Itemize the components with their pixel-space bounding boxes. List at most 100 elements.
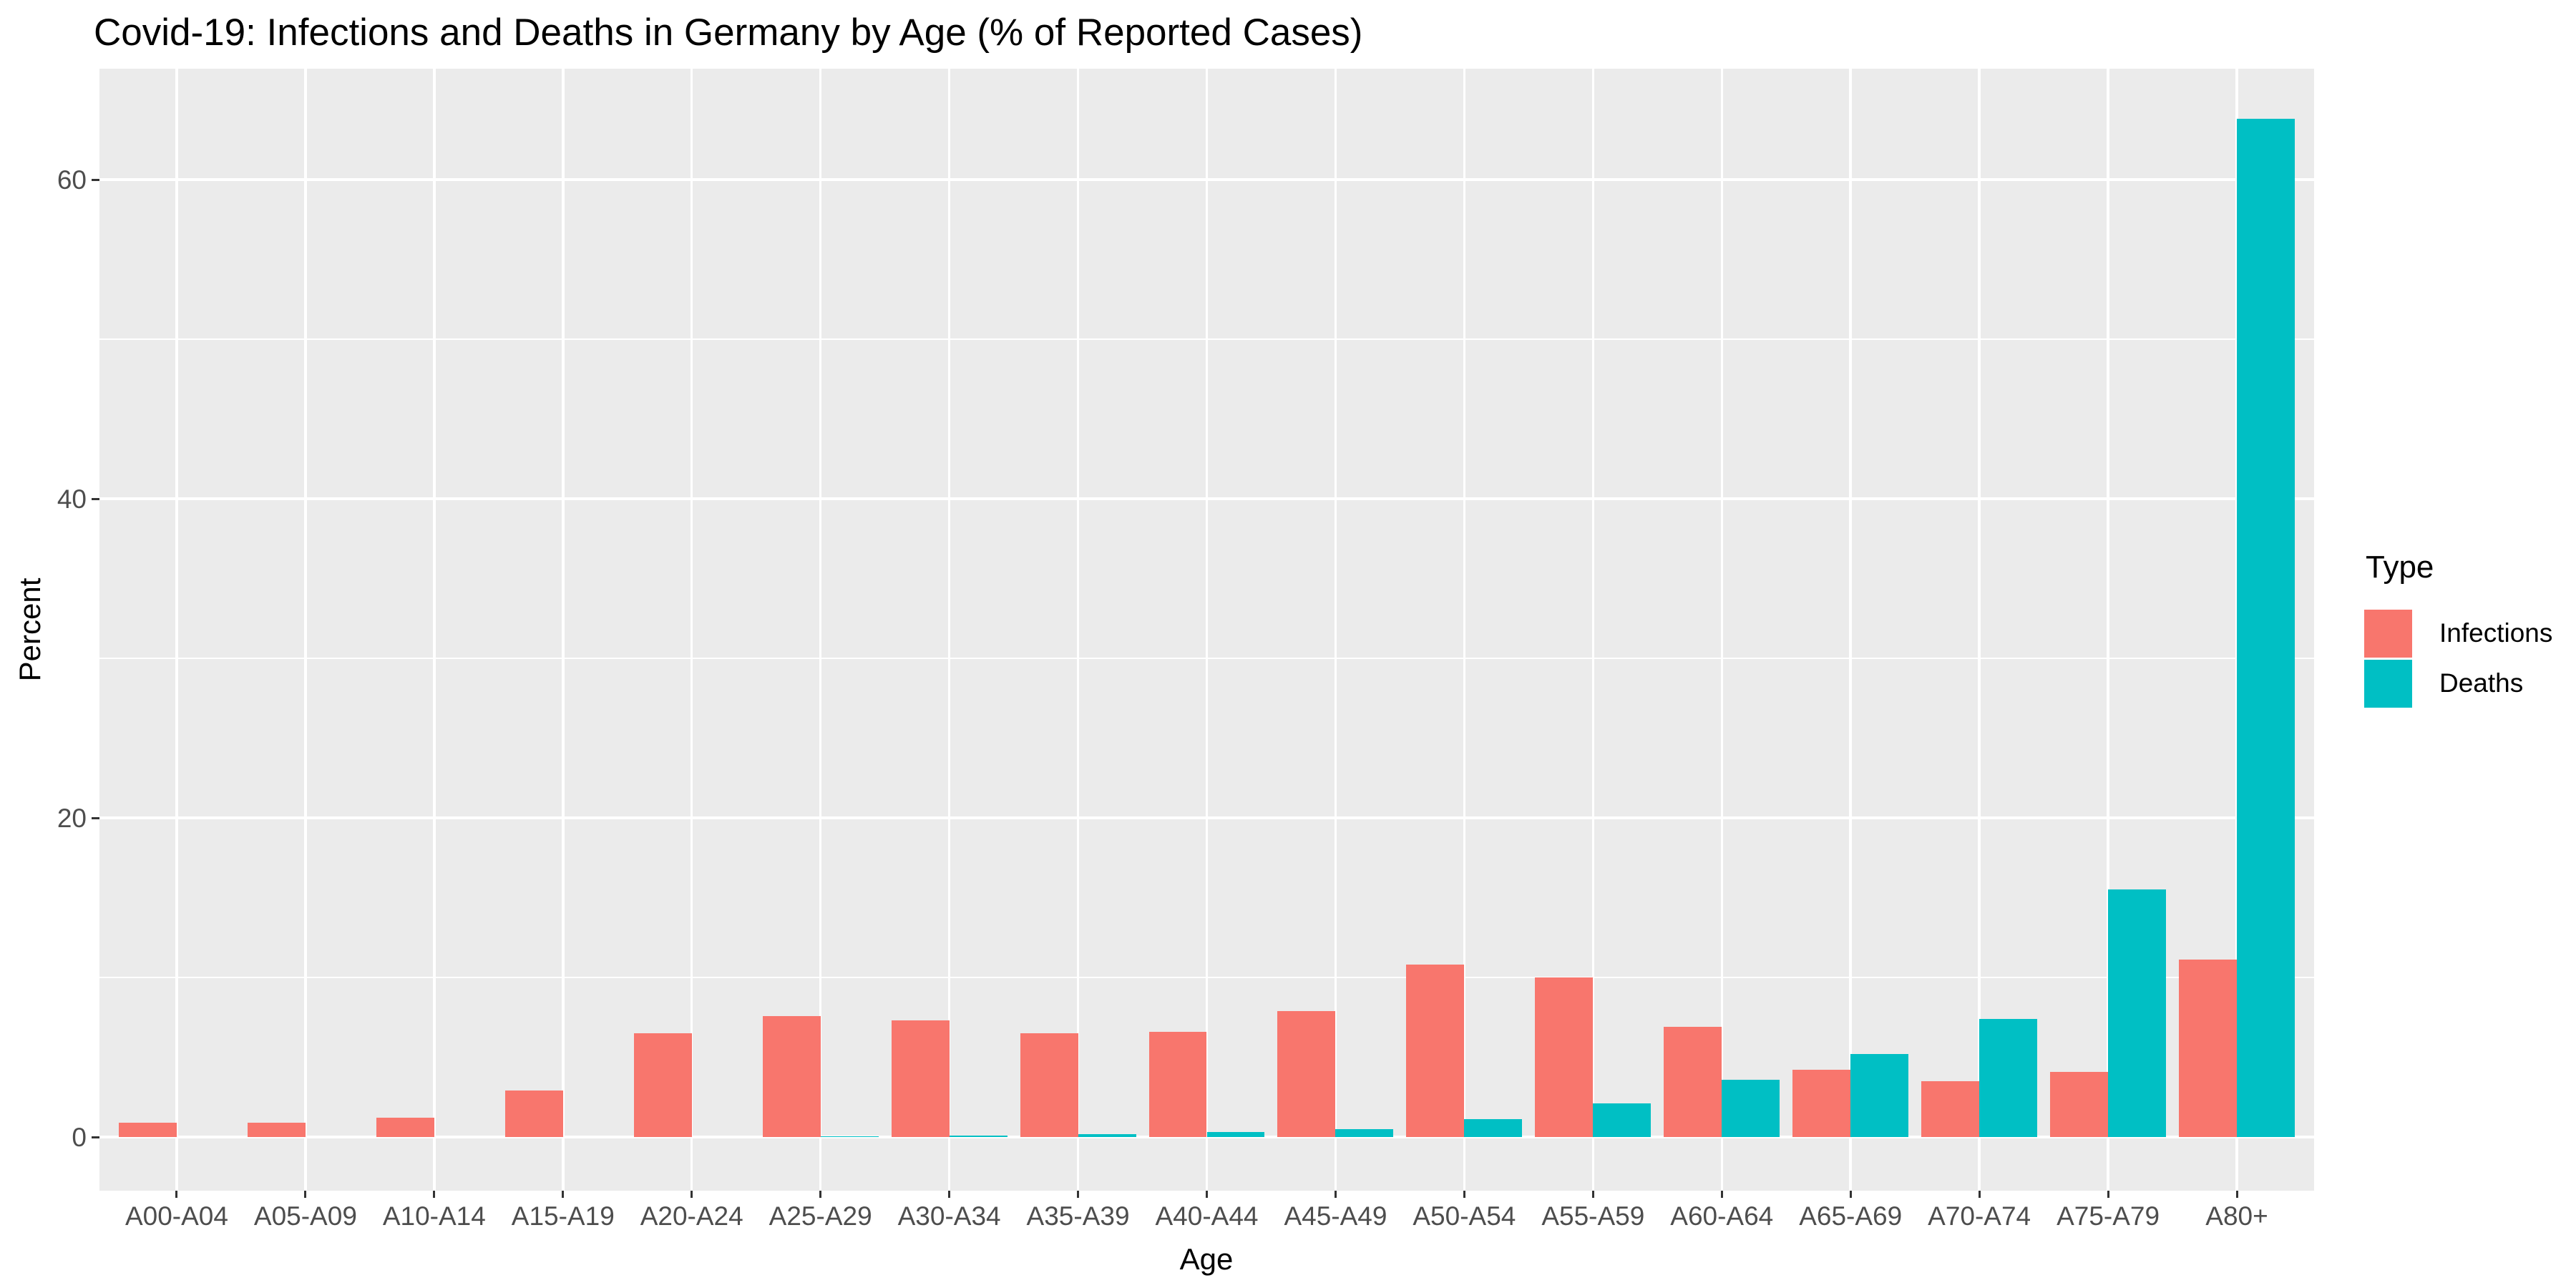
bar-infections-A45-A49: [1277, 1010, 1336, 1137]
bar-deaths-A65-A69: [1850, 1054, 1909, 1137]
gridline-x-A65-A69: [1849, 69, 1852, 1191]
x-tick-label-A30-A34: A30-A34: [897, 1201, 1001, 1231]
x-tick-mark-A60-A64: [1720, 1191, 1723, 1198]
gridline-x-A35-A39: [1076, 69, 1080, 1191]
bar-deaths-A80+: [2237, 119, 2295, 1137]
y-tick-mark-0: [92, 1136, 99, 1138]
gridline-x-A00-A04: [175, 69, 178, 1191]
y-tick-mark-20: [92, 816, 99, 819]
gridline-x-A45-A49: [1334, 69, 1337, 1191]
gridline-x-A50-A54: [1463, 69, 1466, 1191]
x-axis-title: Age: [1179, 1242, 1234, 1276]
y-tick-label-20: 20: [57, 803, 87, 833]
legend-entry-infections: Infections: [2364, 610, 2570, 658]
gridline-x-A25-A29: [819, 69, 822, 1191]
x-tick-label-A20-A24: A20-A24: [640, 1201, 743, 1231]
x-tick-mark-A25-A29: [819, 1191, 822, 1198]
legend-title: Type: [2366, 550, 2434, 585]
bar-infections-A10-A14: [376, 1118, 434, 1137]
y-tick-mark-60: [92, 178, 99, 181]
bar-deaths-A70-A74: [1979, 1018, 2038, 1137]
x-tick-mark-A05-A09: [304, 1191, 307, 1198]
x-tick-mark-A45-A49: [1334, 1191, 1337, 1198]
bar-infections-A60-A64: [1664, 1027, 1722, 1137]
x-tick-mark-A00-A04: [175, 1191, 178, 1198]
x-tick-mark-A20-A24: [691, 1191, 693, 1198]
x-tick-mark-A80+: [2235, 1191, 2238, 1198]
bar-infections-A80+: [2179, 960, 2238, 1137]
bar-infections-A75-A79: [2050, 1071, 2109, 1137]
x-tick-mark-A30-A34: [948, 1191, 951, 1198]
x-tick-label-A60-A64: A60-A64: [1670, 1201, 1774, 1231]
legend-entry-deaths: Deaths: [2364, 660, 2570, 708]
legend-label-infections: Infections: [2439, 618, 2553, 648]
bar-deaths-A50-A54: [1464, 1119, 1523, 1137]
bar-infections-A55-A59: [1535, 977, 1594, 1137]
x-tick-label-A15-A19: A15-A19: [511, 1201, 615, 1231]
legend-key-deaths-swatch: [2364, 660, 2412, 708]
x-tick-label-A00-A04: A00-A04: [125, 1201, 228, 1231]
bar-deaths-A55-A59: [1593, 1103, 1652, 1137]
x-tick-label-A55-A59: A55-A59: [1541, 1201, 1645, 1231]
chart-title: Covid-19: Infections and Deaths in Germa…: [94, 11, 1363, 54]
gridline-x-A70-A74: [1978, 69, 1981, 1191]
legend-label-deaths: Deaths: [2439, 668, 2524, 698]
y-tick-label-0: 0: [72, 1122, 87, 1152]
bar-deaths-A60-A64: [1722, 1079, 1780, 1137]
gridline-x-A30-A34: [947, 69, 951, 1191]
x-tick-mark-A35-A39: [1077, 1191, 1080, 1198]
x-tick-label-A70-A74: A70-A74: [1928, 1201, 2031, 1231]
bar-infections-A20-A24: [633, 1033, 692, 1137]
bar-infections-A25-A29: [762, 1015, 821, 1137]
bar-deaths-A45-A49: [1335, 1128, 1394, 1137]
x-tick-mark-A15-A19: [562, 1191, 565, 1198]
bar-infections-A00-A04: [118, 1122, 177, 1137]
gridline-x-A10-A14: [433, 69, 436, 1191]
legend-key-infections-swatch: [2364, 610, 2412, 658]
x-tick-mark-A40-A44: [1206, 1191, 1208, 1198]
x-tick-mark-A75-A79: [2107, 1191, 2109, 1198]
y-tick-mark-40: [92, 497, 99, 500]
gridline-x-A55-A59: [1591, 69, 1595, 1191]
x-tick-label-A45-A49: A45-A49: [1284, 1201, 1387, 1231]
bar-infections-A15-A19: [504, 1091, 563, 1137]
bar-infections-A35-A39: [1020, 1033, 1078, 1137]
x-tick-label-A75-A79: A75-A79: [2057, 1201, 2160, 1231]
bar-infections-A40-A44: [1148, 1031, 1207, 1137]
x-tick-label-A80+: A80+: [2205, 1201, 2268, 1231]
plot-panel: [99, 69, 2314, 1191]
x-tick-label-A40-A44: A40-A44: [1155, 1201, 1259, 1231]
bar-infections-A30-A34: [891, 1020, 950, 1137]
x-tick-label-A50-A54: A50-A54: [1413, 1201, 1516, 1231]
x-tick-mark-A10-A14: [433, 1191, 436, 1198]
x-tick-label-A10-A14: A10-A14: [382, 1201, 486, 1231]
bar-infections-A50-A54: [1406, 965, 1465, 1137]
x-tick-mark-A55-A59: [1591, 1191, 1594, 1198]
gridline-x-A40-A44: [1205, 69, 1209, 1191]
bar-deaths-A40-A44: [1206, 1132, 1265, 1137]
gridline-x-A20-A24: [690, 69, 693, 1191]
x-tick-mark-A70-A74: [1978, 1191, 1981, 1198]
bar-infections-A05-A09: [247, 1122, 306, 1137]
x-tick-label-A35-A39: A35-A39: [1026, 1201, 1130, 1231]
bar-infections-A65-A69: [1792, 1070, 1851, 1137]
legend: Type Infections Deaths: [2356, 550, 2570, 710]
gridline-x-A15-A19: [562, 69, 565, 1191]
x-tick-label-A05-A09: A05-A09: [253, 1201, 357, 1231]
x-tick-mark-A65-A69: [1849, 1191, 1852, 1198]
x-tick-label-A25-A29: A25-A29: [769, 1201, 872, 1231]
bar-deaths-A35-A39: [1078, 1133, 1136, 1137]
gridline-x-A05-A09: [304, 69, 307, 1191]
x-tick-label-A65-A69: A65-A69: [1799, 1201, 1903, 1231]
bar-deaths-A30-A34: [949, 1135, 1008, 1137]
bar-deaths-A25-A29: [820, 1136, 879, 1137]
bar-deaths-A75-A79: [2108, 889, 2167, 1137]
gridline-x-A60-A64: [1720, 69, 1724, 1191]
y-tick-label-60: 60: [57, 165, 87, 195]
x-tick-mark-A50-A54: [1463, 1191, 1465, 1198]
gridline-x-A75-A79: [2107, 69, 2109, 1191]
bar-infections-A70-A74: [1921, 1080, 1980, 1137]
y-tick-label-40: 40: [57, 484, 87, 514]
y-axis-title: Percent: [13, 577, 47, 682]
